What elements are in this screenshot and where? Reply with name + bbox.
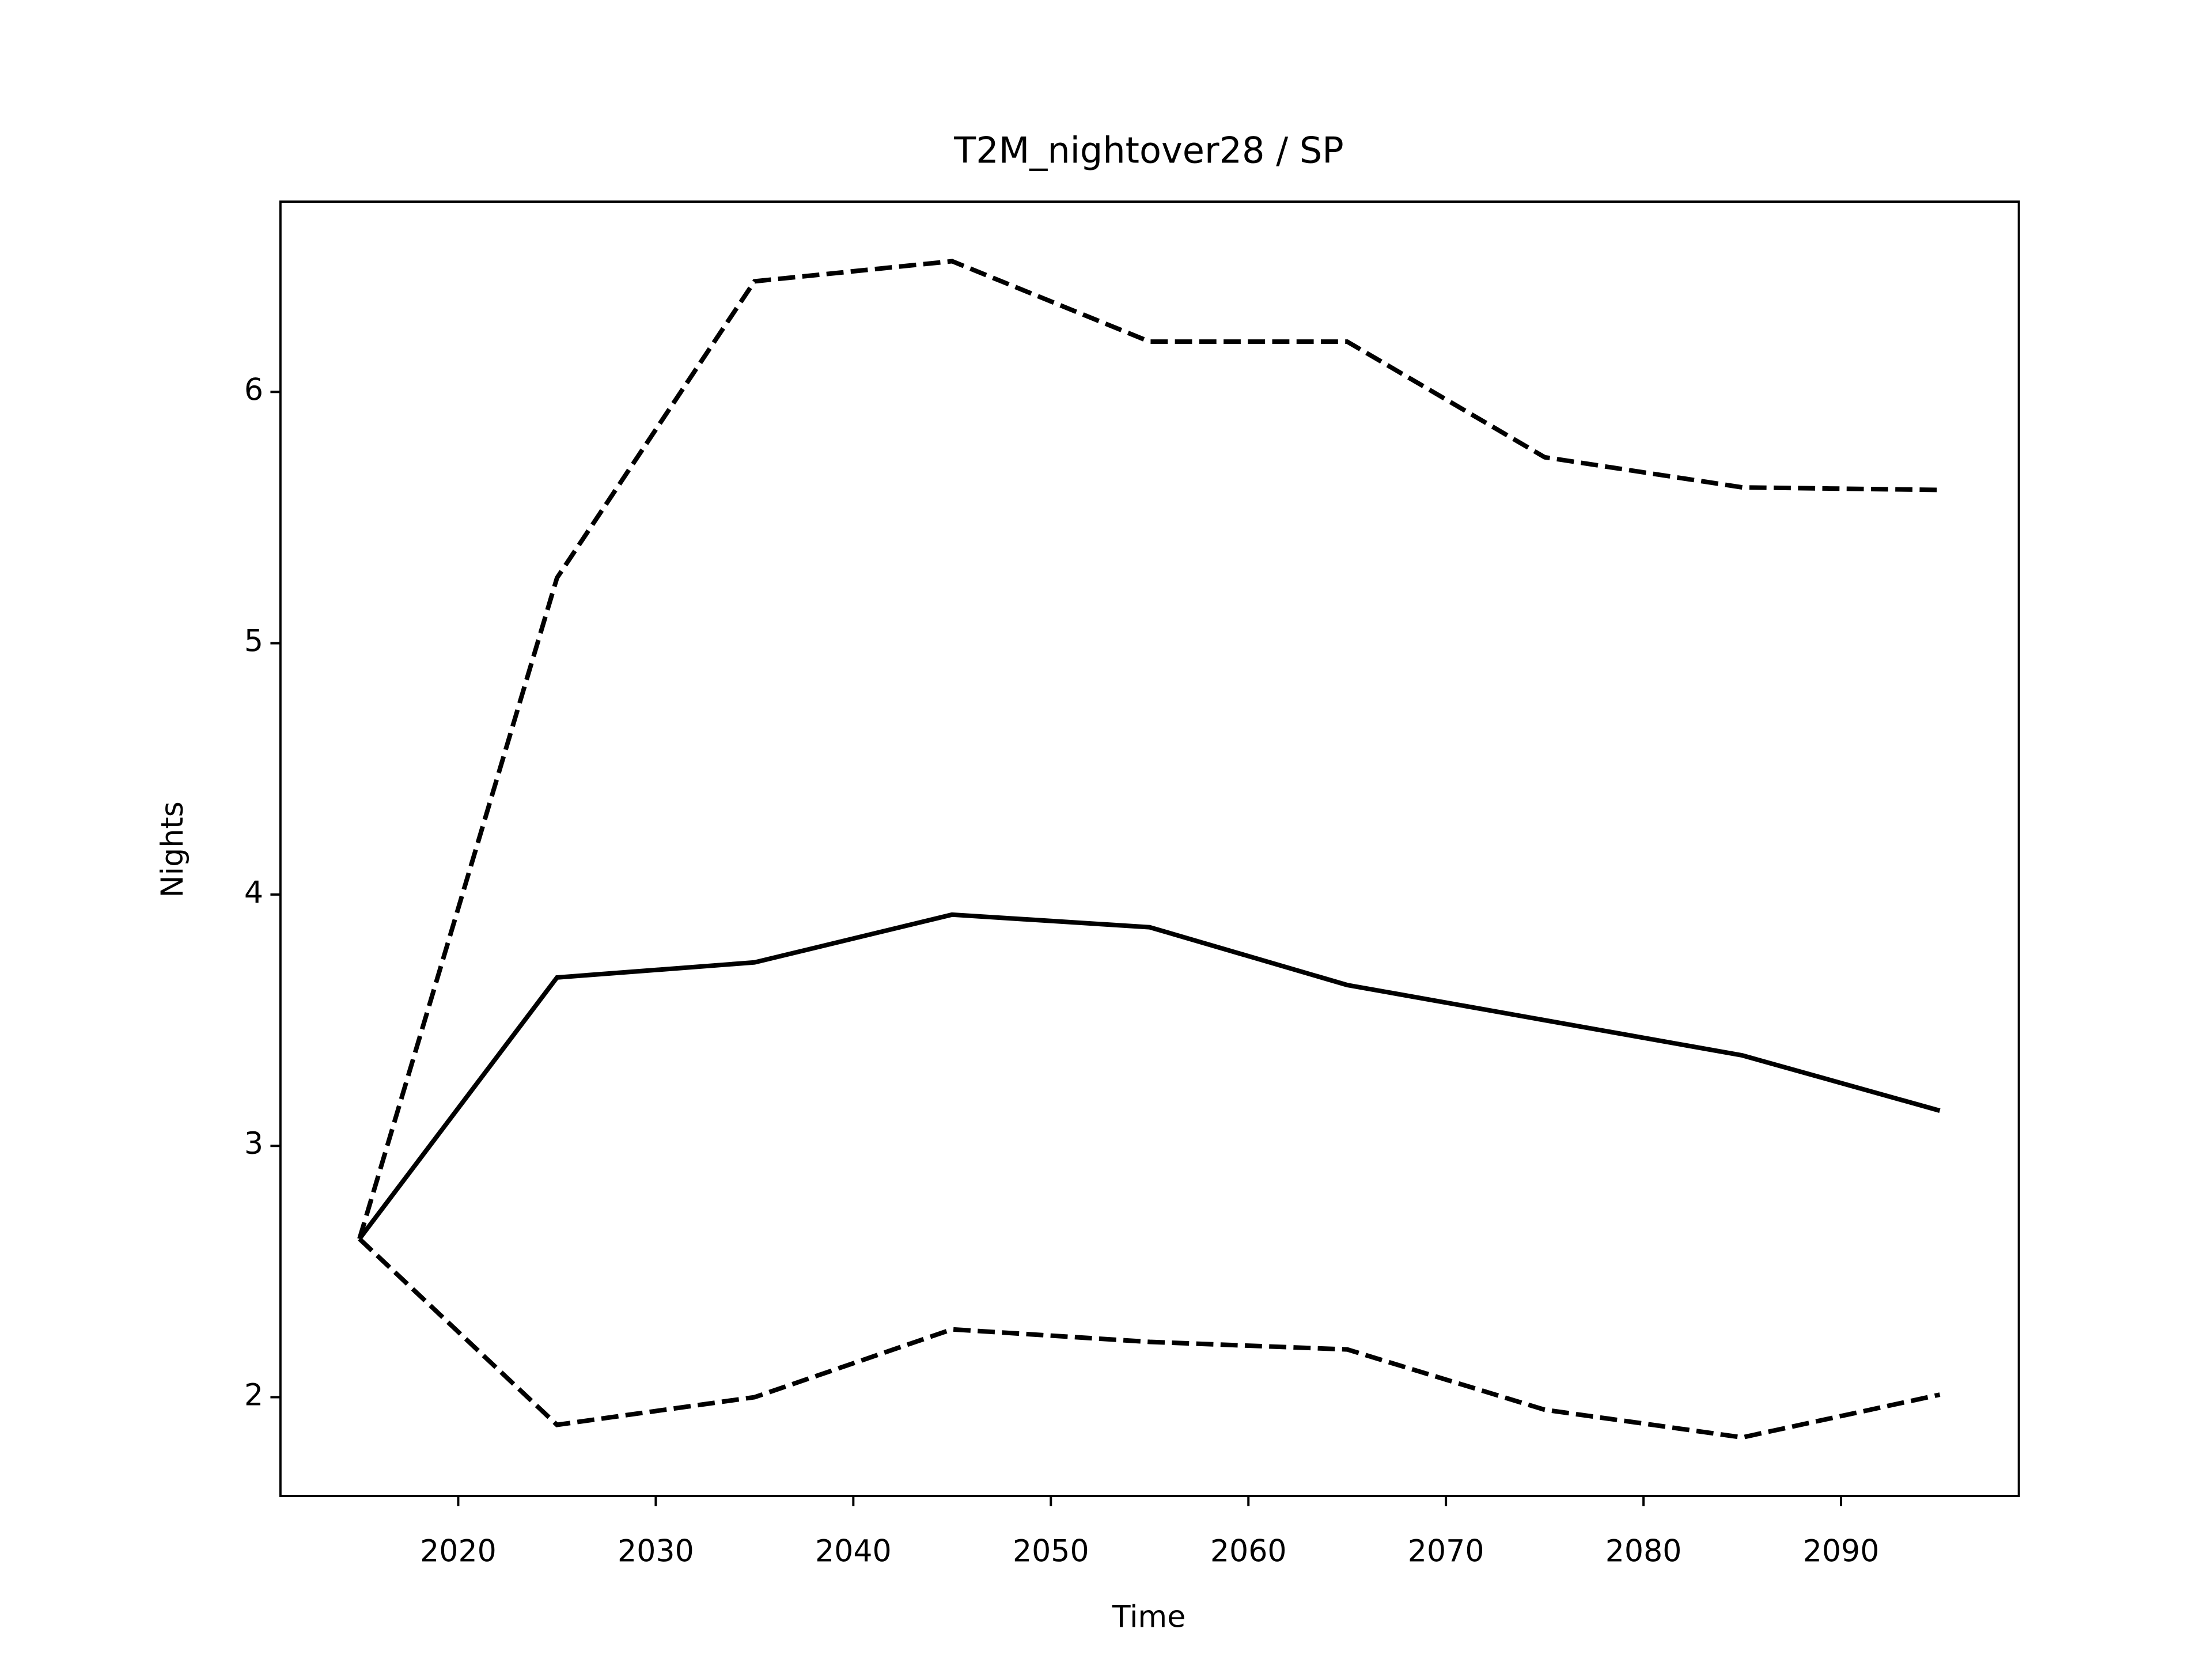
line-series <box>357 912 1941 1241</box>
y-tick-label: 5 <box>244 624 263 659</box>
y-axis-label: Nights <box>156 801 190 897</box>
line-series <box>357 259 1940 1240</box>
y-tick-label: 2 <box>244 1378 263 1413</box>
x-tick-label: 2050 <box>1013 1534 1089 1569</box>
y-tick-label: 4 <box>244 876 263 910</box>
y-tick-label: 3 <box>244 1127 263 1161</box>
y-tick-label: 6 <box>244 373 263 407</box>
x-tick-label: 2060 <box>1210 1534 1287 1569</box>
line-series <box>358 1237 1941 1440</box>
x-tick-label: 2080 <box>1605 1534 1682 1569</box>
x-tick-label: 2040 <box>815 1534 892 1569</box>
plot-frame <box>279 200 2020 1497</box>
x-tick-label: 2070 <box>1408 1534 1484 1569</box>
x-tick-label: 2020 <box>420 1534 497 1569</box>
x-tick-label: 2090 <box>1803 1534 1880 1569</box>
chart-title: T2M_nightover28 / SP <box>953 130 1343 172</box>
x-tick-label: 2030 <box>618 1534 694 1569</box>
x-axis-label: Time <box>1112 1600 1186 1634</box>
